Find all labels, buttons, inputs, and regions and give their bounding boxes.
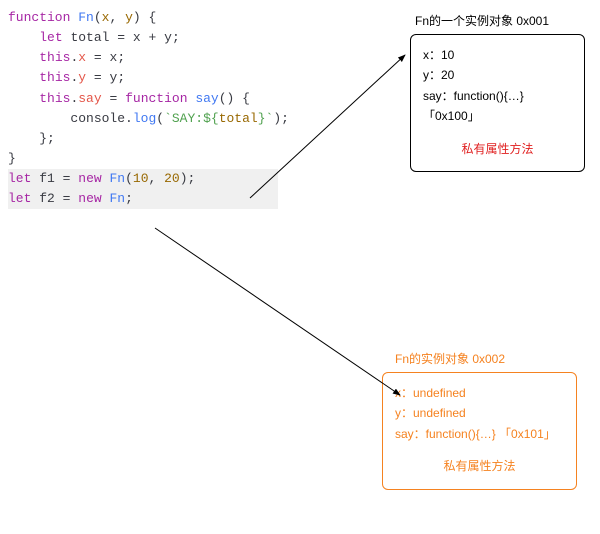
kw-let2: let xyxy=(8,171,31,186)
box2-line1: x：undefined xyxy=(395,383,564,403)
arrow-f2 xyxy=(155,228,400,395)
str-say: SAY: xyxy=(172,111,203,126)
box1-line2: y：20 xyxy=(423,65,572,85)
instance-box-1: x：10 y：20 say：function(){…}「0x100」 私有属性方… xyxy=(410,34,585,172)
box2-line3: say：function(){…} 「0x101」 xyxy=(395,424,564,444)
box1-line3: say：function(){…}「0x100」 xyxy=(423,86,572,127)
prop-x: x xyxy=(78,50,86,65)
var-f1: f1 xyxy=(39,171,55,186)
var-total: total xyxy=(70,30,109,45)
box1-title: Fn的一个实例对象 0x001 xyxy=(415,12,549,29)
tmpl-total: total xyxy=(219,111,258,126)
num-10: 10 xyxy=(133,171,149,186)
fn-name: Fn xyxy=(78,10,94,25)
box2-private-label: 私有属性方法 xyxy=(395,456,564,476)
instance-box-2: x：undefined y：undefined say：function(){…… xyxy=(382,372,577,490)
prop-y: y xyxy=(78,70,86,85)
var-f2: f2 xyxy=(39,191,55,206)
kw-new: new xyxy=(78,171,101,186)
kw-function2: function xyxy=(125,91,187,106)
kw-this3: this xyxy=(39,91,70,106)
fn-log: log xyxy=(133,111,156,126)
kw-this2: this xyxy=(39,70,70,85)
prop-say: say xyxy=(78,91,101,106)
kw-this: this xyxy=(39,50,70,65)
box2-title: Fn的实例对象 0x002 xyxy=(395,350,505,367)
kw-new2: new xyxy=(78,191,101,206)
kw-let: let xyxy=(39,30,62,45)
kw-function: function xyxy=(8,10,70,25)
kw-let3: let xyxy=(8,191,31,206)
num-20: 20 xyxy=(164,171,180,186)
fn-say: say xyxy=(195,91,218,106)
fn-name2: Fn xyxy=(109,171,125,186)
fn-name3: Fn xyxy=(109,191,125,206)
box1-private-label: 私有属性方法 xyxy=(423,139,572,159)
ref-y: y xyxy=(164,30,172,45)
box1-line1: x：10 xyxy=(423,45,572,65)
box2-line2: y：undefined xyxy=(395,403,564,423)
param-y: y xyxy=(125,10,133,25)
ref-x: x xyxy=(133,30,141,45)
id-console: console xyxy=(70,111,125,126)
